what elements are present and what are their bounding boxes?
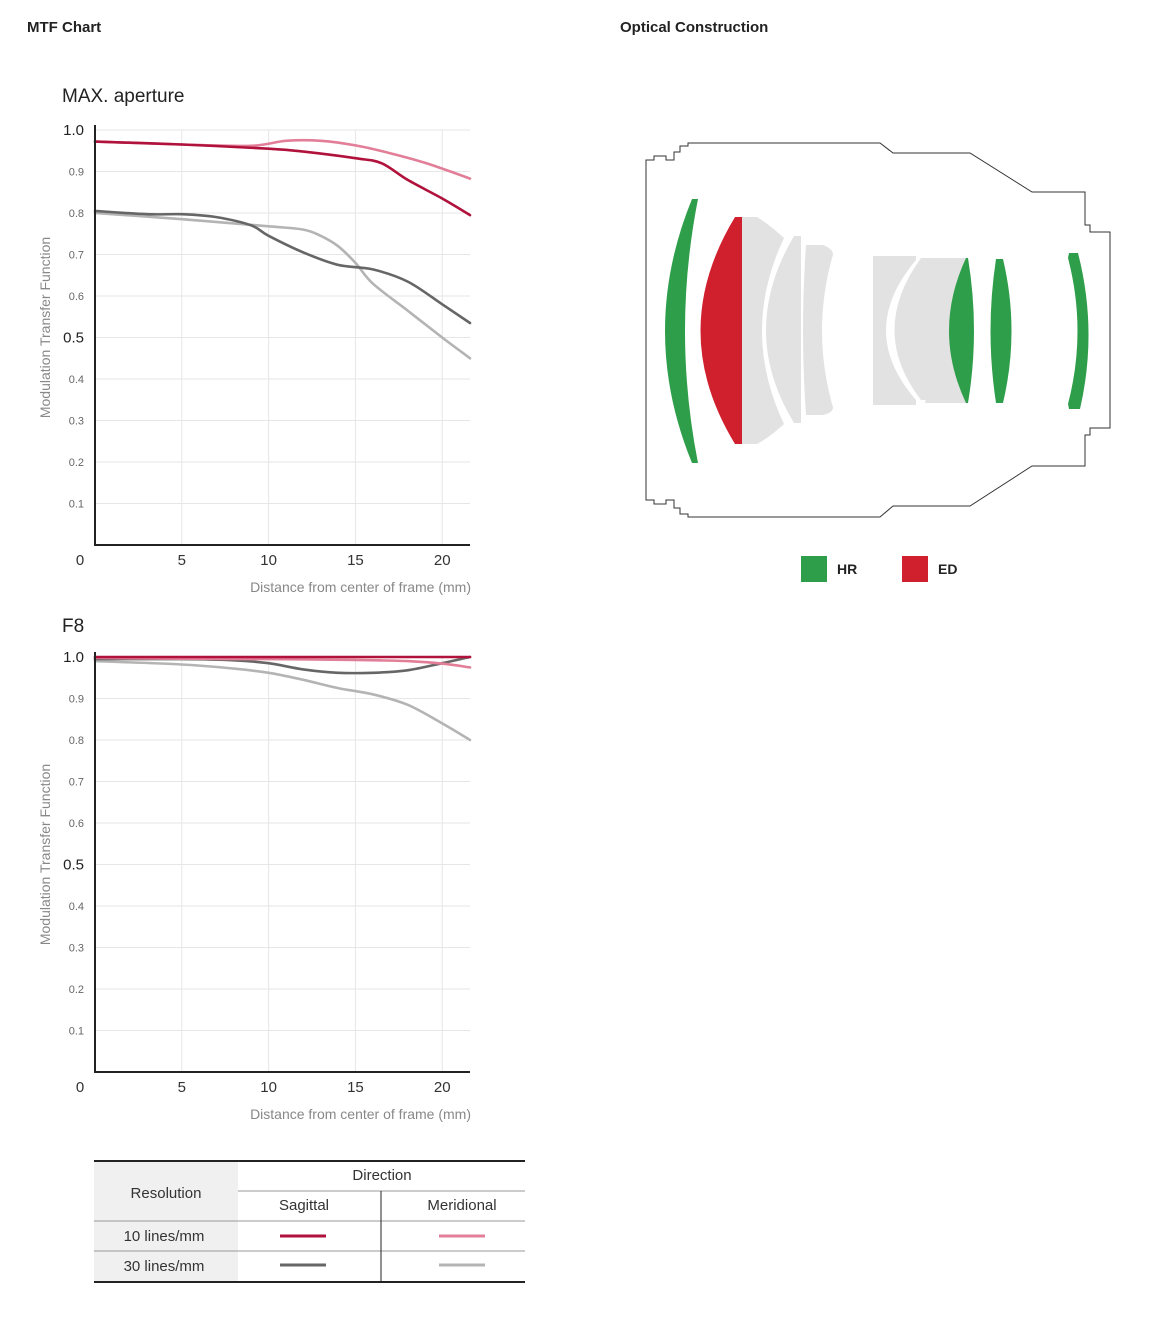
y-tick-label: 0.7 — [69, 777, 84, 789]
lens-element-5 — [803, 245, 833, 415]
x-tick-label: 20 — [434, 552, 451, 569]
mtf-chart-f8: 0.1 0.2 0.3 0.4 0.5 0.6 0.7 0.8 0.9 1.0 0 5 10 15 20 Di… — [37, 649, 472, 1122]
x-tick-label: 20 — [434, 1079, 451, 1096]
row-label-10: 10 lines/mm — [124, 1228, 205, 1245]
y-tick-label: 0.7 — [69, 250, 84, 262]
y-tick-label: 0.2 — [69, 984, 84, 996]
y-tick-label: 0.5 — [63, 330, 84, 347]
mtf-chart-max-aperture: 0.1 0.2 0.3 0.4 0.5 0.6 0.7 0.8 0.9 1.0 0 5 10 15 20 Di… — [37, 122, 472, 595]
y-tick-label: 0.8 — [69, 735, 84, 747]
chart-title-max-aperture: MAX. aperture — [62, 86, 185, 107]
lens-element-8 — [925, 258, 966, 403]
x-tick-label: 15 — [347, 1079, 364, 1096]
legend-hr: HR — [801, 556, 857, 582]
hr-label: HR — [837, 561, 858, 577]
x-tick-label: 5 — [178, 552, 186, 569]
y-tick-label: 0.2 — [69, 457, 84, 469]
series-line-sagittal-10 — [93, 140, 472, 217]
x-axis-label: Distance from center of frame (mm) — [250, 579, 471, 595]
lens-element-11-hr — [1068, 253, 1089, 409]
lens-element-7 — [894, 258, 934, 400]
direction-header: Direction — [352, 1167, 411, 1184]
optical-construction-diagram — [645, 142, 1111, 518]
y-tick-label: 0.9 — [69, 167, 84, 179]
y-tick-label: 1.0 — [63, 122, 84, 139]
legend-ed: ED — [902, 556, 957, 582]
x-axis-label: Distance from center of frame (mm) — [250, 1106, 471, 1122]
y-tick-label: 0.4 — [69, 901, 84, 913]
lens-element-9-hr — [949, 258, 974, 403]
series-line-sagittal-30 — [93, 209, 472, 325]
y-tick-label: 0.1 — [69, 1026, 84, 1038]
sagittal-header: Sagittal — [279, 1197, 329, 1214]
x-tick-label: 10 — [260, 552, 277, 569]
series-line-meridional-30 — [93, 659, 472, 742]
lens-element-3 — [742, 217, 784, 444]
x-tick-label: 0 — [76, 1079, 84, 1096]
meridional-header: Meridional — [427, 1197, 496, 1214]
series-line-meridional-10 — [93, 138, 472, 180]
optical-section-title: Optical Construction — [620, 19, 769, 36]
lens-element-4 — [766, 236, 801, 423]
series-line-meridional-30 — [93, 211, 472, 360]
y-tick-label: 0.3 — [69, 943, 84, 955]
x-tick-label: 5 — [178, 1079, 186, 1096]
y-tick-label: 0.9 — [69, 694, 84, 706]
y-tick-label: 0.5 — [63, 857, 84, 874]
lens-element-10-hr — [990, 259, 1012, 403]
mtf-legend-table: Resolution Direction Sagittal Meridional… — [94, 1160, 525, 1283]
row-label-30: 30 lines/mm — [124, 1258, 205, 1275]
series-line-meridional-10 — [93, 656, 472, 669]
y-tick-label: 0.6 — [69, 818, 84, 830]
x-tick-label: 15 — [347, 552, 364, 569]
mtf-section-title: MTF Chart — [27, 19, 102, 36]
lens-barrel-outline — [645, 142, 1111, 518]
x-tick-label: 0 — [76, 552, 84, 569]
lens-element-6 — [873, 256, 916, 405]
chart-title-f8: F8 — [62, 616, 85, 637]
y-tick-label: 0.3 — [69, 416, 84, 428]
x-tick-label: 10 — [260, 1079, 277, 1096]
lens-element-2-ed — [700, 217, 742, 444]
hr-swatch — [801, 556, 827, 582]
y-tick-label: 0.8 — [69, 208, 84, 220]
ed-label: ED — [938, 561, 958, 577]
y-tick-label: 0.6 — [69, 291, 84, 303]
y-axis-label: Modulation Transfer Function — [37, 237, 53, 418]
y-tick-label: 0.4 — [69, 374, 84, 386]
lens-element-1-hr — [665, 199, 698, 463]
y-axis-label: Modulation Transfer Function — [37, 764, 53, 945]
y-tick-label: 1.0 — [63, 649, 84, 666]
resolution-header: Resolution — [131, 1185, 202, 1202]
ed-swatch — [902, 556, 928, 582]
y-tick-label: 0.1 — [69, 499, 84, 511]
